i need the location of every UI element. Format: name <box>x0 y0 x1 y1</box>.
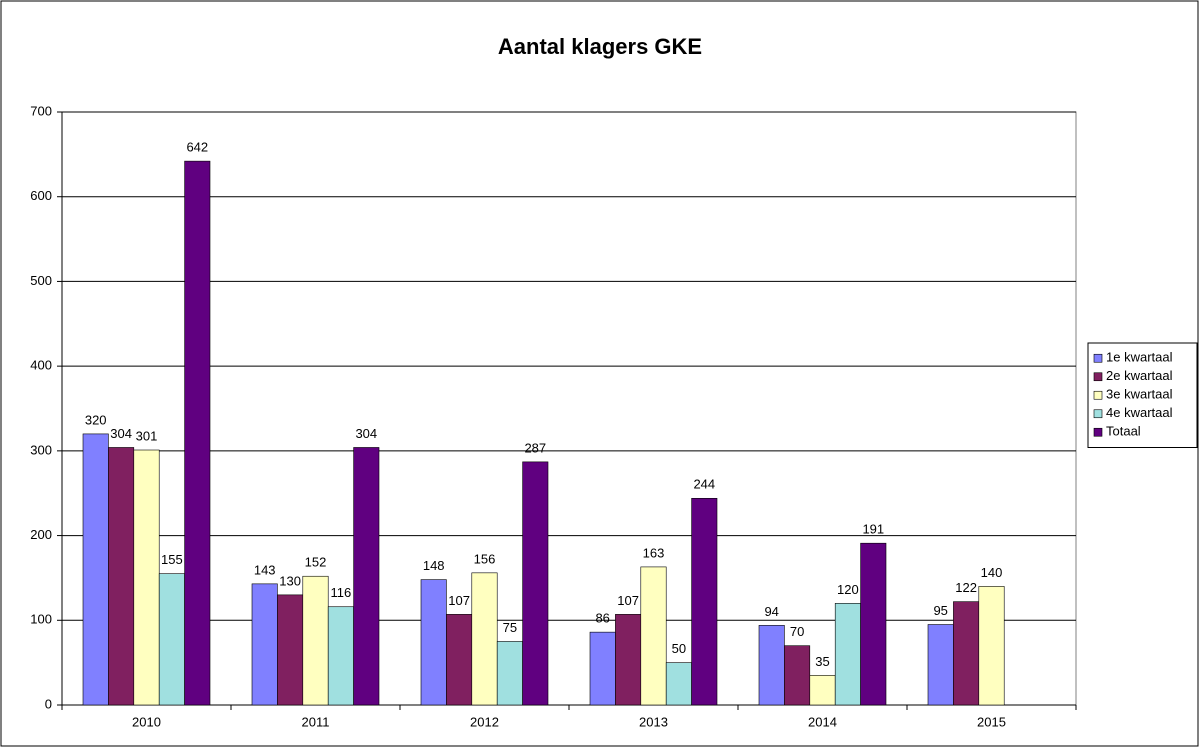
bar <box>353 447 380 706</box>
legend-label: 4e kwartaal <box>1106 405 1173 420</box>
bar <box>277 594 304 706</box>
value-label: 116 <box>331 585 352 600</box>
legend-label: 1e kwartaal <box>1106 350 1173 365</box>
y-tick-label: 300 <box>30 442 52 457</box>
bar <box>446 614 473 706</box>
value-label: 122 <box>955 580 977 595</box>
plot-area <box>61 111 1077 706</box>
x-tick-label: 2011 <box>302 714 330 729</box>
legend-swatch <box>1093 353 1103 363</box>
value-label: 152 <box>305 555 327 570</box>
bar <box>809 675 836 706</box>
bar <box>953 601 980 706</box>
bar <box>758 625 785 706</box>
legend-swatch <box>1093 427 1103 437</box>
y-tick-label: 500 <box>30 273 52 288</box>
legend-box <box>1087 342 1198 448</box>
value-label: 95 <box>933 603 947 618</box>
value-label: 86 <box>595 611 609 626</box>
bar <box>420 579 447 706</box>
bar <box>184 160 211 706</box>
bar <box>158 573 185 706</box>
value-label: 107 <box>617 593 639 608</box>
bar <box>834 603 861 706</box>
value-label: 75 <box>503 620 517 635</box>
legend-label: Totaal <box>1106 424 1141 439</box>
value-label: 120 <box>837 582 859 597</box>
bar <box>471 572 498 706</box>
value-label: 50 <box>672 641 686 656</box>
value-label: 304 <box>110 426 132 441</box>
value-label: 156 <box>474 551 496 566</box>
x-tick-label: 2015 <box>977 714 1006 729</box>
bar <box>302 575 329 706</box>
bar <box>589 631 616 706</box>
x-tick-label: 2012 <box>470 714 499 729</box>
legend-swatch <box>1093 409 1103 419</box>
value-label: 140 <box>981 565 1003 580</box>
bar <box>522 461 549 706</box>
value-label: 70 <box>790 624 804 639</box>
value-label: 35 <box>815 654 829 669</box>
value-label: 148 <box>423 558 445 573</box>
value-label: 320 <box>85 412 107 427</box>
x-tick-label: 2014 <box>808 714 837 729</box>
bar <box>615 614 642 706</box>
value-label: 155 <box>161 552 183 567</box>
value-label: 143 <box>254 562 276 577</box>
value-label: 107 <box>448 593 470 608</box>
bar <box>108 447 135 706</box>
y-tick-label: 200 <box>30 527 52 542</box>
value-label: 191 <box>862 522 884 537</box>
value-label: 130 <box>279 573 301 588</box>
value-label: 301 <box>136 428 158 443</box>
bar <box>860 542 887 706</box>
chart-title: Aantal klagers GKE <box>498 34 702 59</box>
x-tick-label: 2010 <box>132 714 161 729</box>
bar <box>665 662 692 706</box>
bar <box>327 606 354 706</box>
bar <box>496 641 523 706</box>
y-tick-label: 700 <box>30 103 52 118</box>
bar <box>82 433 109 706</box>
value-label: 94 <box>764 604 778 619</box>
bar <box>691 497 718 706</box>
legend-swatch <box>1093 390 1103 400</box>
bar <box>251 583 278 706</box>
legend-label: 2e kwartaal <box>1106 368 1173 383</box>
bar <box>927 624 954 706</box>
y-tick-label: 600 <box>30 188 52 203</box>
legend-swatch <box>1093 372 1103 382</box>
value-label: 642 <box>186 140 208 155</box>
bar <box>133 449 160 706</box>
legend-label: 3e kwartaal <box>1106 387 1173 402</box>
value-label: 244 <box>693 477 715 492</box>
bar <box>784 645 811 706</box>
y-tick-label: 0 <box>45 696 52 711</box>
value-label: 163 <box>643 545 665 560</box>
bar <box>978 586 1005 706</box>
value-label: 287 <box>524 440 546 455</box>
x-tick-label: 2013 <box>639 714 668 729</box>
y-tick-label: 100 <box>30 612 52 627</box>
bar <box>640 566 667 706</box>
y-tick-label: 400 <box>30 358 52 373</box>
value-label: 304 <box>355 426 377 441</box>
